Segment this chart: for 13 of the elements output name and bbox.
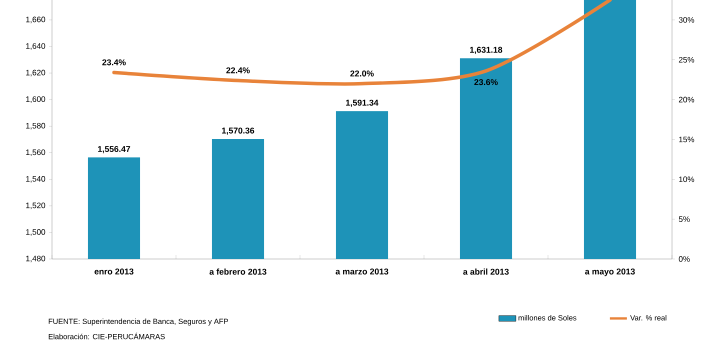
data-label: 23.6% [474, 79, 498, 86]
data-label: 1,631.18 [470, 46, 502, 54]
x-tick-label: a abril 2013 [463, 268, 509, 275]
data-label: 1,570.36 [222, 128, 254, 135]
x-tick-label: a mayo 2013 [585, 268, 635, 276]
x-tick-label: a febrero 2013 [210, 268, 266, 275]
data-label: 1,591.34 [346, 100, 378, 107]
data-label: 22.4% [226, 67, 250, 74]
x-tick-label: enro 2013 [94, 268, 134, 275]
data-label: 1,556.47 [98, 146, 130, 154]
data-label: 23.4% [102, 59, 126, 66]
data-label: 22.0% [350, 70, 374, 76]
x-tick-label: a marzo 2013 [336, 268, 388, 275]
